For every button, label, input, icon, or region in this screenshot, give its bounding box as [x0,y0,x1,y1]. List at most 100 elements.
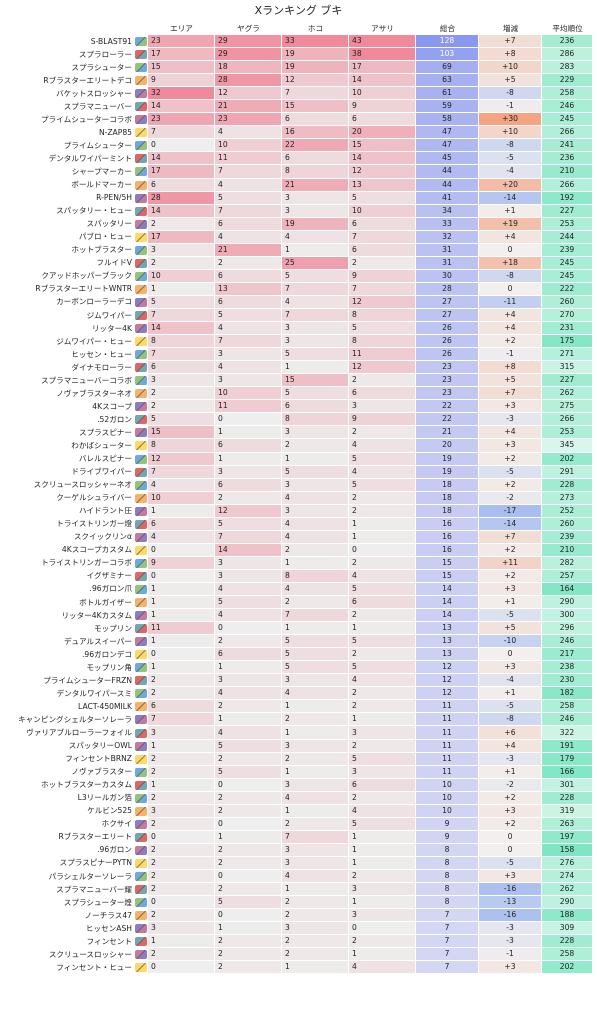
area-count: 2 [148,843,215,857]
table-row: フィンセント・ヒュー 0 2 1 4 7 +3 202 [4,961,593,975]
avg-rank: 262 [542,883,593,897]
weapon-icon [135,297,147,307]
change-value: +7 [479,35,542,49]
table-row: L3リールガン箔 2 2 4 2 10 +2 228 [4,791,593,805]
hoko-count: 4 [282,491,349,505]
asari-count: 5 [349,635,416,649]
weapon-icon [135,467,147,477]
weapon-icon-cell [134,35,148,49]
weapon-name: バケットスロッシャー [4,87,134,101]
hoko-count: 1 [282,804,349,818]
table-row: 4Kスコープカスタム 0 14 2 0 16 +2 210 [4,543,593,557]
weapon-name: S-BLAST91 [4,35,134,49]
area-count: 6 [148,178,215,192]
table-row: N-ZAP85 7 4 16 20 47 +10 266 [4,126,593,140]
weapon-icon-cell [134,543,148,557]
area-count: 2 [148,909,215,923]
weapon-name: スパッタリー・ヒュー [4,204,134,218]
weapon-icon-cell [134,204,148,218]
total-count: 12 [416,687,479,701]
change-value: -5 [479,152,542,166]
asari-count: 5 [349,817,416,831]
weapon-icon [135,806,147,816]
header-weapon [4,23,134,35]
change-value: -1 [479,100,542,114]
change-value: +7 [479,530,542,544]
yagura-count: 4 [215,126,282,140]
avg-rank: 319 [542,804,593,818]
area-count: 3 [148,726,215,740]
table-row: ヒッセンASH 3 1 3 0 7 -3 309 [4,922,593,936]
area-count: 9 [148,556,215,570]
table-row: スプラスピナーPYTN 2 2 3 1 8 -5 276 [4,856,593,870]
weapon-icon [135,845,147,855]
hoko-count: 1 [282,883,349,897]
weapon-name: スプラローラー [4,48,134,62]
change-value: -13 [479,896,542,910]
avg-rank: 182 [542,687,593,701]
weapon-icon-cell [134,426,148,440]
table-row: S-BLAST91 23 29 33 43 128 +7 236 [4,35,593,49]
weapon-icon [135,611,147,621]
change-value: -1 [479,348,542,362]
hoko-count: 1 [282,622,349,636]
weapon-icon-cell [134,883,148,897]
total-count: 34 [416,204,479,218]
area-count: 15 [148,61,215,75]
weapon-icon-cell [134,295,148,309]
total-count: 32 [416,230,479,244]
table-row: フィンセントBRNZ 2 2 2 5 11 -3 179 [4,752,593,766]
weapon-icon [135,284,147,294]
change-value: +5 [479,74,542,88]
change-value: +4 [479,322,542,336]
avg-rank: 239 [542,530,593,544]
table-row: パブロ・ヒュー 17 4 4 7 32 +4 244 [4,230,593,244]
change-value: -16 [479,909,542,923]
table-row: トライストリンガー燈 6 5 4 1 16 -14 260 [4,517,593,531]
asari-count: 2 [349,256,416,270]
avg-rank: 309 [542,922,593,936]
asari-count: 2 [349,700,416,714]
total-count: 8 [416,896,479,910]
weapon-icon [135,493,147,503]
weapon-icon [135,115,147,125]
weapon-icon-cell [134,687,148,701]
area-count: 1 [148,282,215,296]
asari-count: 6 [349,387,416,401]
total-count: 23 [416,361,479,375]
yagura-count: 2 [215,700,282,714]
weapon-icon [135,102,147,112]
total-count: 27 [416,295,479,309]
table-row: .96ガロン爪 1 4 4 5 14 +3 164 [4,582,593,597]
table-row: バケットスロッシャー 32 12 7 10 61 -8 258 [4,87,593,101]
change-value: -10 [479,635,542,649]
asari-count: 5 [349,661,416,675]
hoko-count: 4 [282,517,349,531]
weapon-icon [135,428,147,438]
area-count: 5 [148,295,215,309]
yagura-count: 12 [215,504,282,518]
weapon-name: プライムシューターFRZN [4,674,134,688]
asari-count: 10 [349,87,416,101]
weapon-icon-cell [134,217,148,231]
asari-count: 1 [349,530,416,544]
asari-count: 2 [349,426,416,440]
yagura-count: 29 [215,35,282,49]
change-value: +19 [479,217,542,231]
weapon-icon-cell [134,896,148,910]
hoko-count: 4 [282,295,349,309]
asari-count: 5 [349,752,416,766]
total-count: 41 [416,191,479,205]
asari-count: 3 [349,909,416,923]
table-row: リッター4Kカスタム 1 4 7 2 14 -5 300 [4,609,593,623]
change-value: +1 [479,765,542,779]
table-row: クアッドホッパーブラック 10 6 5 9 30 -8 245 [4,269,593,283]
change-value: +18 [479,256,542,270]
weapon-icon-cell [134,126,148,140]
asari-count: 0 [349,543,416,557]
hoko-count: 6 [282,113,349,127]
table-row: ドライブワイパー 7 3 5 4 19 -5 291 [4,465,593,479]
weapon-icon-cell [134,361,148,375]
weapon-icon [135,872,147,882]
total-count: 31 [416,243,479,257]
